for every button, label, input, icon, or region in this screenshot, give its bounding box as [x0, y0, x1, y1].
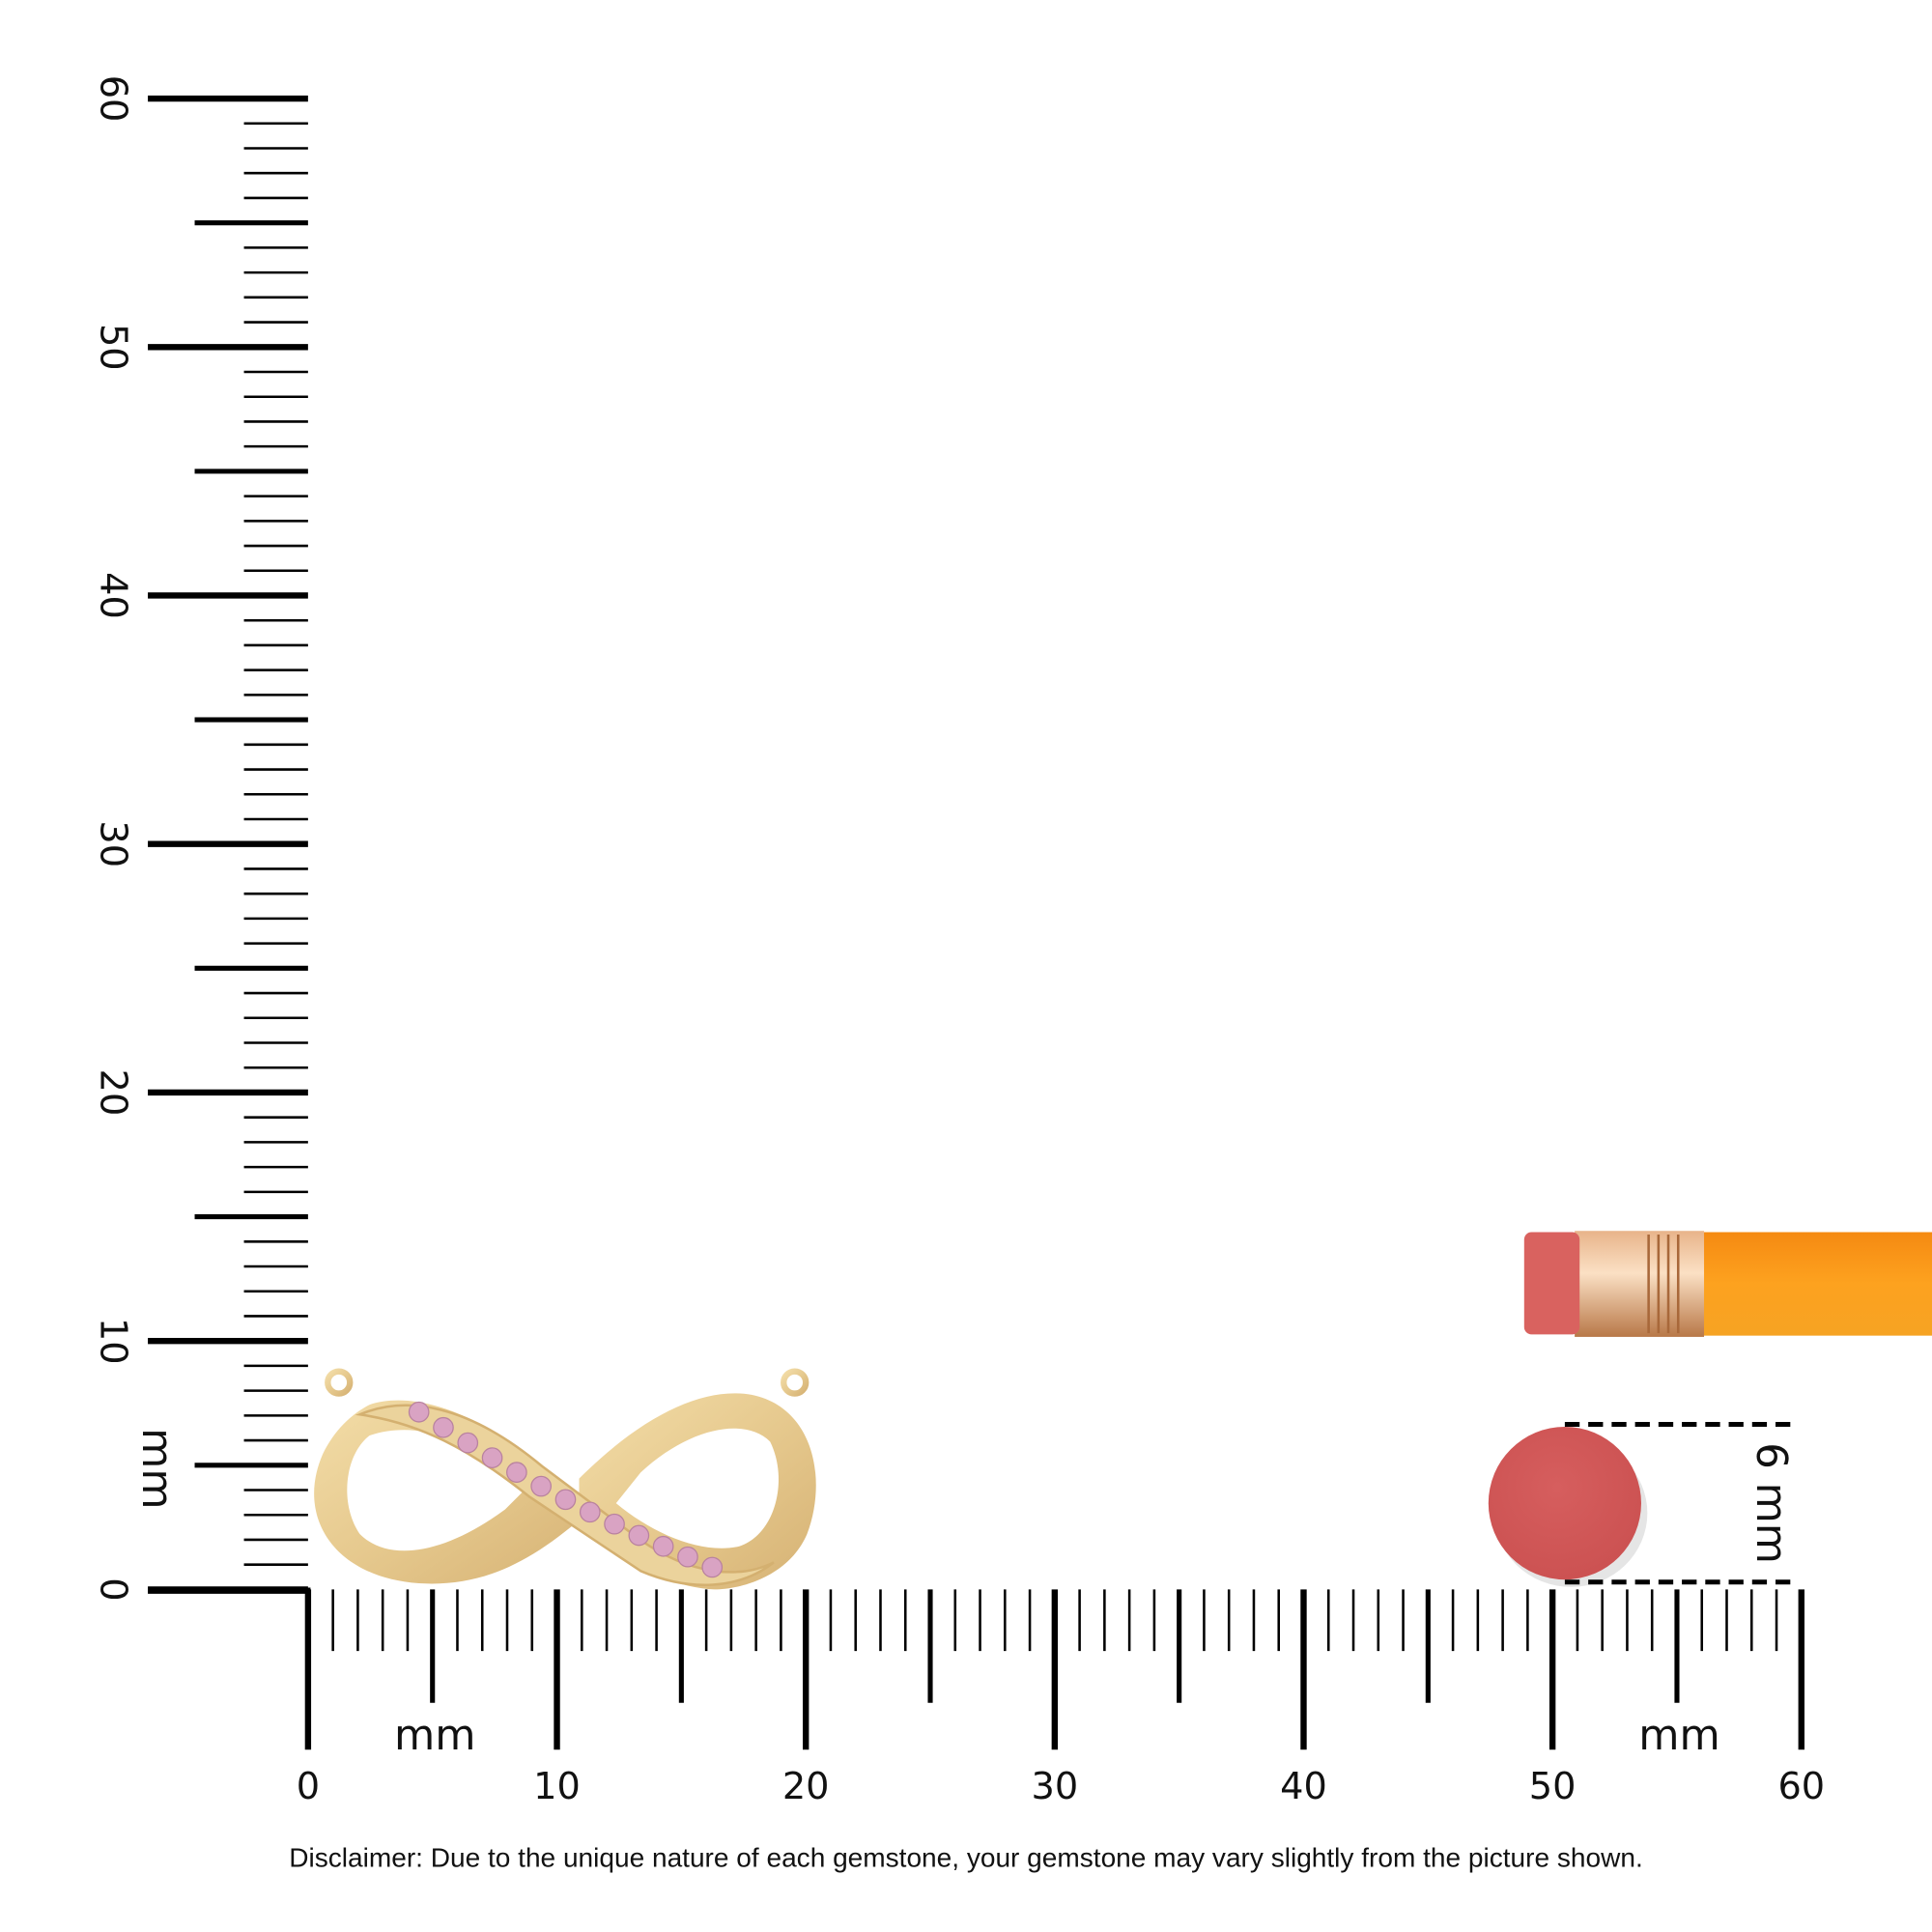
horizontal-tick-label: 40	[1280, 1765, 1327, 1808]
eraser-size-label: 6 mm	[1747, 1442, 1795, 1564]
infinity-left-loop	[314, 1400, 592, 1584]
gemstone	[628, 1524, 650, 1547]
horizontal-unit-label-right: mm	[1638, 1712, 1719, 1760]
gemstone	[554, 1489, 577, 1511]
gemstones	[408, 1401, 724, 1578]
gemstone	[408, 1401, 430, 1423]
gemstone	[652, 1535, 674, 1557]
horizontal-tick-label: 0	[297, 1765, 320, 1808]
horizontal-tick-label: 60	[1777, 1765, 1825, 1808]
vertical-unit-label: mm	[132, 1428, 181, 1509]
gemstone	[604, 1513, 625, 1535]
gemstone	[579, 1501, 601, 1523]
horizontal-tick-label: 30	[1032, 1765, 1079, 1808]
gemstone	[457, 1432, 479, 1454]
pencil-body	[1700, 1232, 1932, 1336]
eraser-dot	[1488, 1427, 1641, 1580]
bail-ring-left	[325, 1368, 354, 1397]
gemstone	[701, 1556, 724, 1578]
horizontal-tick-label: 10	[533, 1765, 581, 1808]
infinity-pendant-image	[314, 1368, 816, 1590]
vertical-tick-label: 30	[92, 820, 135, 867]
vertical-tick-label: 40	[92, 572, 135, 619]
vertical-tick-label: 20	[92, 1069, 135, 1117]
gemstone	[506, 1462, 527, 1483]
vertical-ruler-labels: 0 10 20 30 40 50 60	[92, 75, 135, 1602]
vertical-tick-label: 0	[92, 1577, 135, 1601]
vertical-ruler	[148, 95, 308, 1593]
horizontal-ruler	[148, 1587, 1804, 1750]
vertical-tick-label: 50	[92, 324, 135, 371]
bail-ring-right	[781, 1368, 810, 1397]
gemstone	[530, 1475, 553, 1497]
gemstone	[481, 1447, 503, 1468]
pencil-image	[1523, 1231, 1932, 1337]
vertical-tick-label: 60	[92, 75, 135, 123]
gemstone	[433, 1416, 454, 1438]
pencil-ferrule	[1575, 1231, 1705, 1337]
horizontal-unit-label-left: mm	[394, 1712, 475, 1760]
horizontal-ruler-labels: 0 10 20 30 40 50 60	[297, 1765, 1825, 1808]
gemstone	[677, 1546, 698, 1568]
vertical-tick-label: 10	[92, 1318, 135, 1365]
disclaimer-text: Disclaimer: Due to the unique nature of …	[289, 1842, 1642, 1872]
horizontal-tick-label: 20	[782, 1765, 830, 1808]
pencil-eraser	[1523, 1232, 1580, 1335]
horizontal-tick-label: 50	[1529, 1765, 1577, 1808]
